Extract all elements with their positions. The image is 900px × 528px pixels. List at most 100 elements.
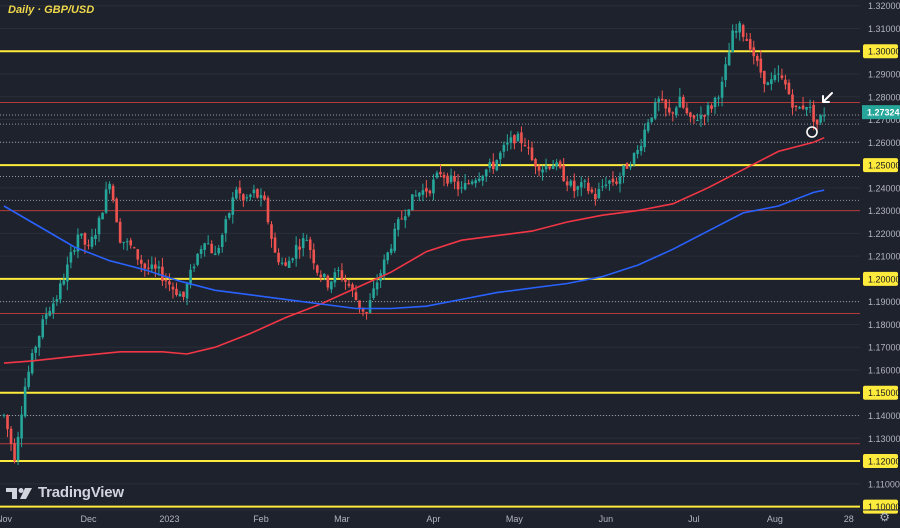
price-tick-label-6: 1.16000 [868,365,900,375]
time-axis[interactable]: Nov Dec 2023 Feb Mar Apr May Jun Jul Aug 28 [0,509,900,524]
candle-77 [273,232,277,254]
candle-52 [185,281,189,306]
candle-149 [527,139,530,155]
candle-body-228 [805,106,808,110]
price-tick-label-14: 1.24000 [868,183,900,193]
time-tick-label-4: Mar [334,514,350,524]
candle-110 [389,243,393,256]
price-tick-highlight-20 [863,44,898,59]
price-tick-highlight-5 [863,385,898,400]
candle-41 [147,259,150,275]
price-tick-label-4: 1.14000 [868,411,900,421]
candle-211 [745,32,749,42]
candle-119 [421,183,425,202]
candle-body-108 [382,259,386,275]
settings-gear-icon[interactable]: ⚙ [879,510,890,524]
candle-139 [491,153,495,174]
candle-body-86 [305,240,309,242]
candle-213 [752,40,756,65]
candle-1 [6,414,9,438]
candle-88 [312,243,316,270]
candle-body-128 [453,176,456,182]
candle-79 [280,257,284,266]
candle-212 [748,33,752,52]
candle-157 [555,159,558,171]
candle-body-206 [727,51,731,66]
candle-body-212 [748,39,752,50]
candle-body-57 [203,243,206,250]
candle-body-65 [231,197,235,215]
candle-140 [495,159,499,172]
candle-body-56 [199,249,203,254]
candle-34 [122,241,125,250]
candle-body-16 [59,283,62,300]
candle-36 [129,237,133,249]
candle-body-199 [703,115,706,117]
candle-121 [428,189,432,197]
candle-114 [403,209,407,229]
candle-body-93 [330,281,333,290]
candle-body-218 [770,79,773,84]
candle-2 [9,426,13,451]
candle-body-163 [576,186,580,190]
candle-152 [537,164,541,177]
candle-body-148 [523,145,527,147]
candle-body-194 [685,107,689,114]
candle-115 [407,209,411,218]
candle-203 [717,95,720,107]
candle-166 [587,177,590,195]
candle-body-174 [615,181,618,184]
candle-126 [446,172,449,187]
candle-59 [210,240,213,254]
candle-body-115 [407,209,411,216]
candle-3 [13,438,16,464]
candle-body-97 [344,278,347,282]
candle-body-61 [217,248,221,254]
candle-body-17 [62,280,66,285]
tradingview-logo-text: TradingView [38,484,124,501]
candle-body-114 [403,216,407,221]
candle-body-64 [227,213,231,218]
candle-body-55 [196,253,199,265]
time-tick-label-3: Feb [253,514,269,524]
support-resistance-levels [0,50,860,508]
candle-210 [741,23,745,42]
candle-body-87 [308,239,312,251]
candle-body-217 [766,82,770,86]
candle-body-205 [724,64,727,81]
candle-body-198 [699,115,703,119]
candle-184 [650,117,653,124]
candle-body-221 [780,75,784,79]
price-tick-highlight-2 [863,454,898,469]
candle-body-103 [365,311,368,313]
candle-215 [759,50,763,78]
candle-body-24 [87,244,90,246]
moving-average-line-0 [3,136,825,364]
price-axis[interactable]: 1.10000 1.11000 1.12000 1.13000 1.14000 1.150… [862,0,900,514]
candle-123 [435,170,439,180]
arrow-icon [822,92,833,103]
candle-136 [481,174,485,186]
candle-body-224 [791,94,794,108]
candle-138 [488,158,492,173]
time-tick-label-2: 2023 [159,514,179,524]
candle-76 [270,221,273,248]
candle-23 [83,232,87,254]
candle-162 [572,173,576,199]
moving-average-line-1 [3,189,825,310]
candle-body-219 [773,74,777,80]
candle-18 [66,256,69,291]
candle-209 [738,21,741,41]
time-tick-label-10: 28 [844,514,854,524]
candle-body-160 [565,181,569,186]
candle-66 [235,186,238,200]
candle-body-154 [544,165,548,170]
candle-48 [171,282,175,299]
candle-body-143 [506,142,509,145]
candle-body-216 [763,70,766,84]
candle-94 [333,268,337,288]
candle-148 [523,137,527,147]
price-tick-label-0: 1.10000 [868,502,900,512]
